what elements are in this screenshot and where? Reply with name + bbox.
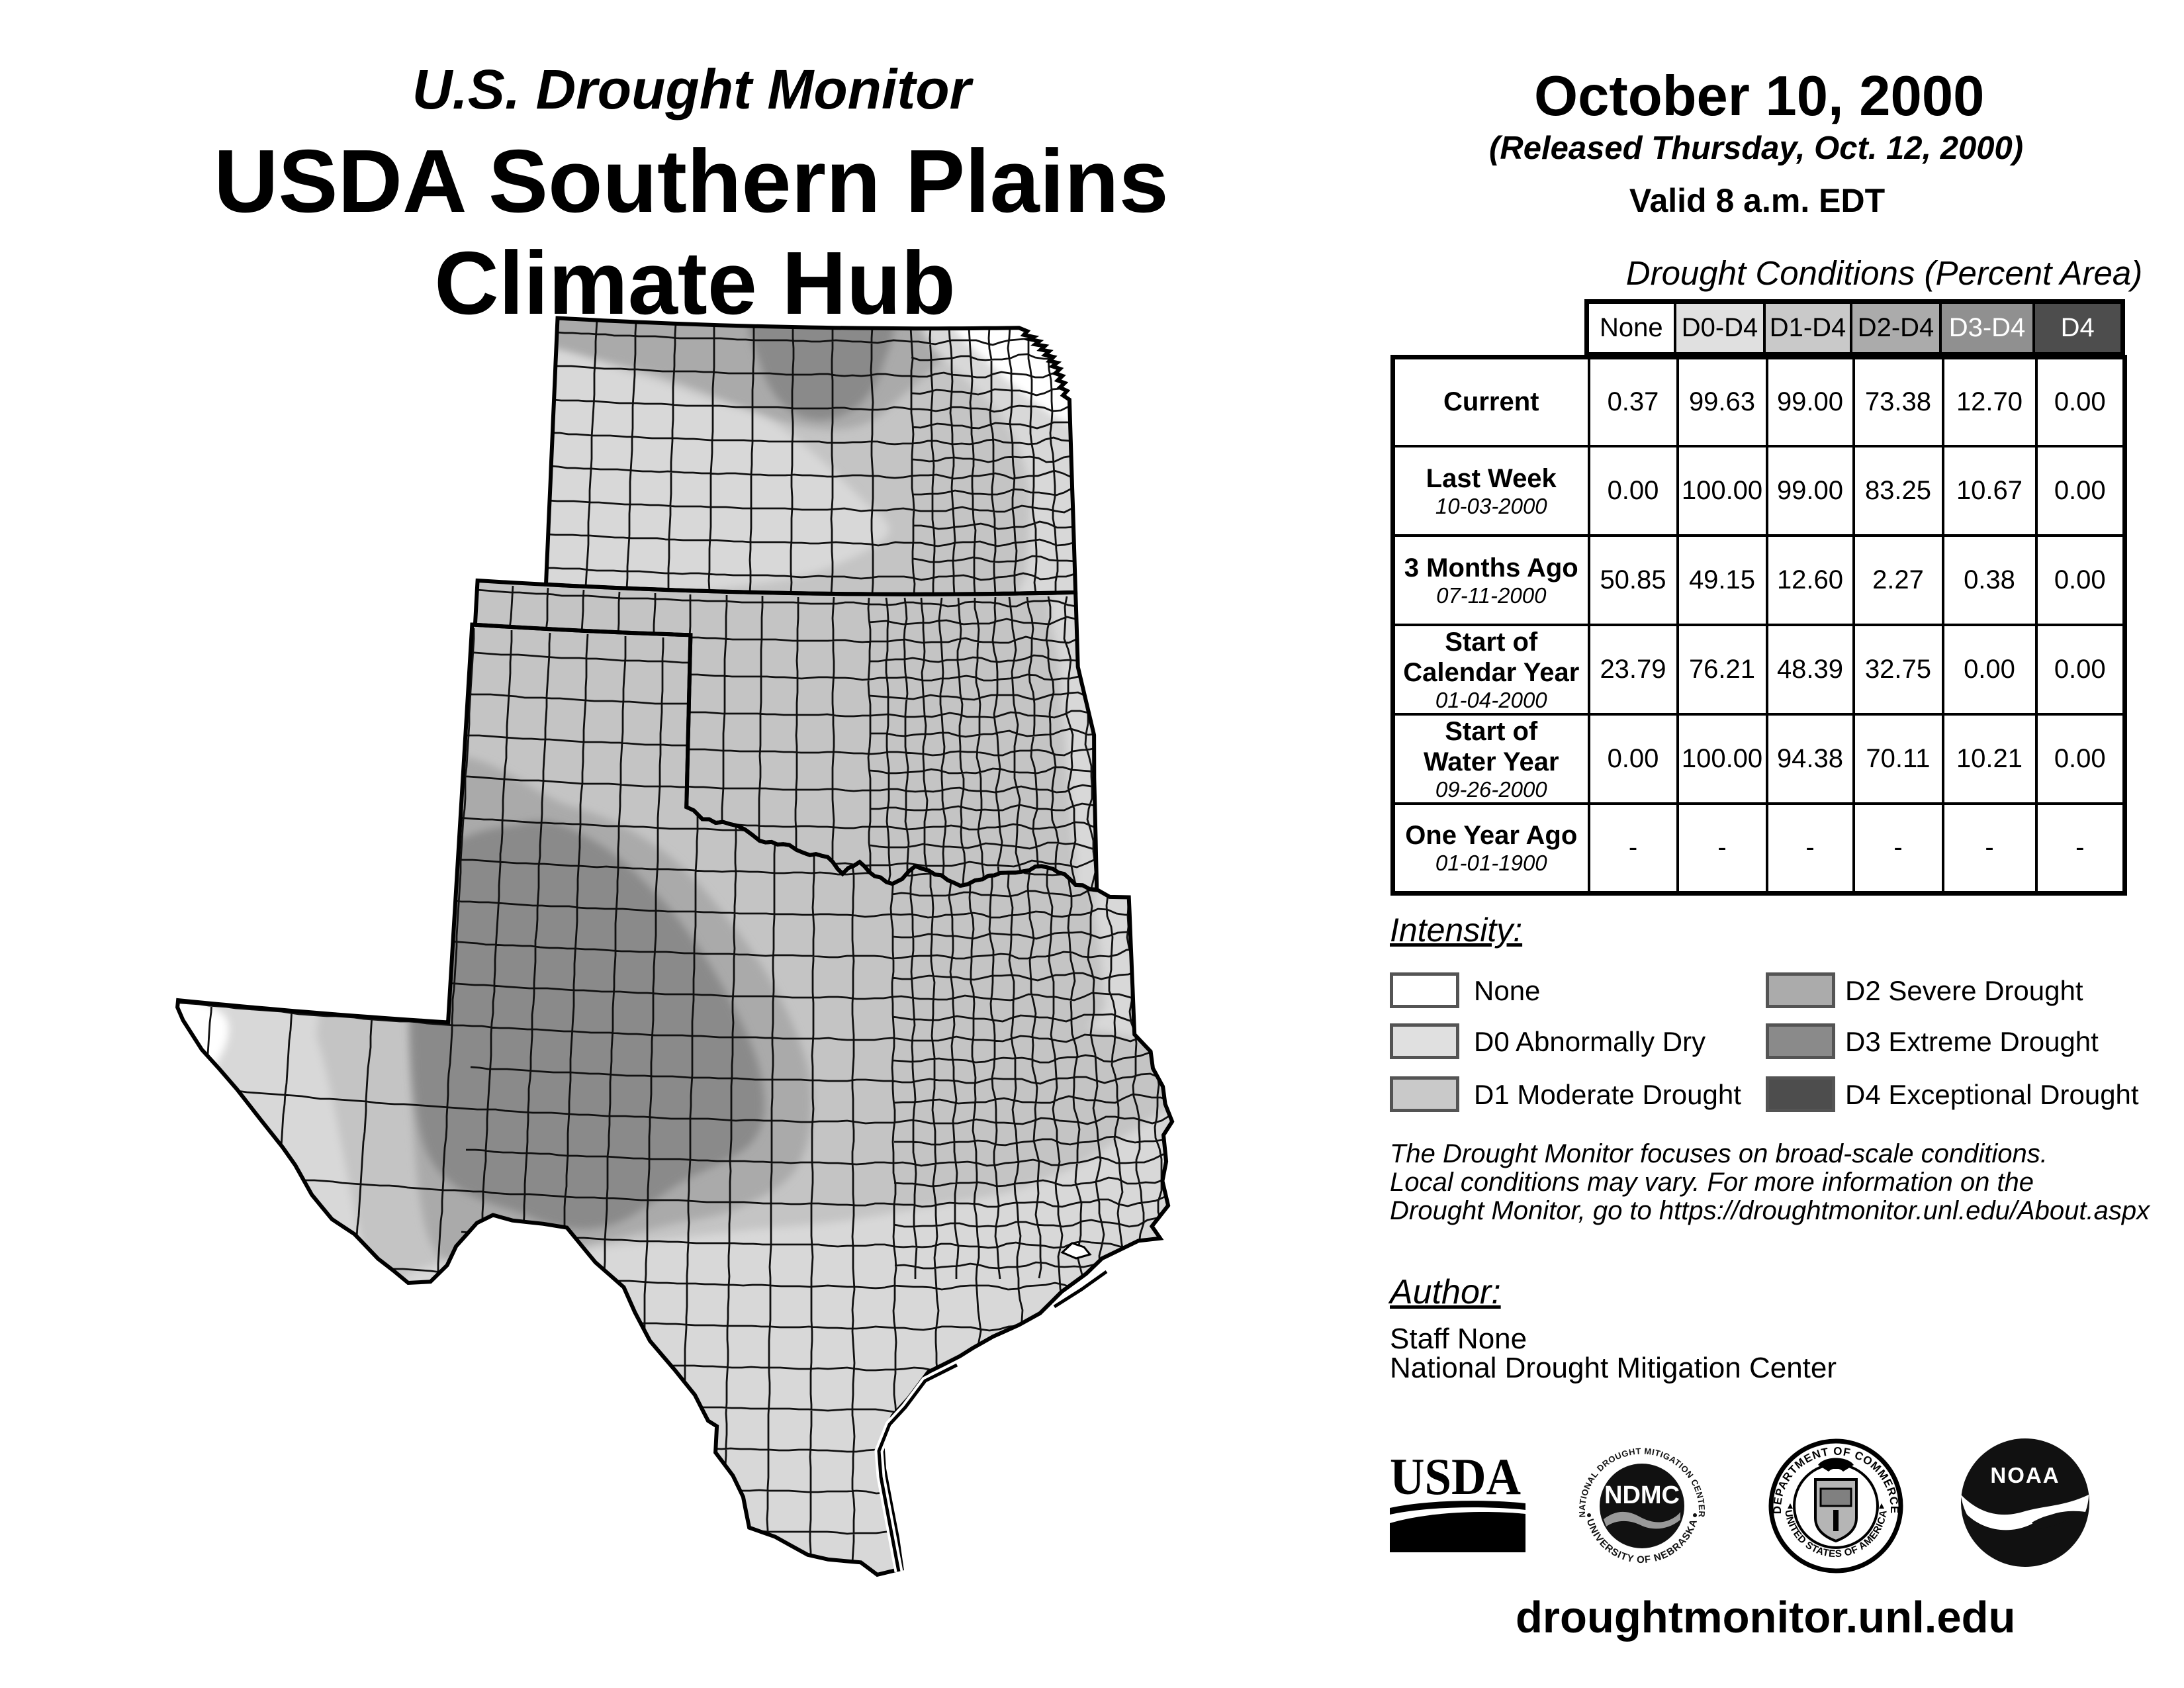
svg-text:USDA: USDA <box>1390 1453 1521 1505</box>
svg-text:NDMC: NDMC <box>1604 1481 1680 1509</box>
svg-text:NOAA: NOAA <box>1990 1463 2060 1487</box>
